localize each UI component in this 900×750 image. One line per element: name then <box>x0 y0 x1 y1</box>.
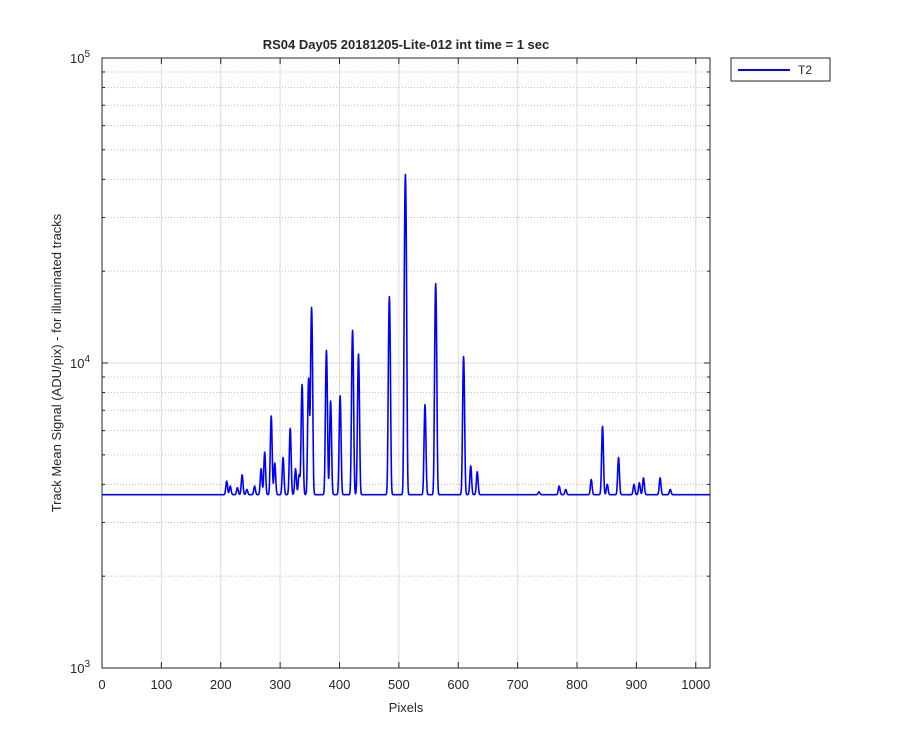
legend[interactable]: T2 <box>730 57 831 82</box>
x-tick-label: 700 <box>507 677 529 692</box>
x-tick-label: 1000 <box>681 677 710 692</box>
x-tick-label: 0 <box>98 677 105 692</box>
x-tick-label: 300 <box>269 677 291 692</box>
legend-label: T2 <box>798 63 812 77</box>
series-layer <box>101 173 711 496</box>
x-tick-label: 100 <box>151 677 173 692</box>
x-axis-ticks: 0 100 200 300 400 500 600 700 800 900 1000 <box>98 58 710 692</box>
x-tick-label: 400 <box>329 677 351 692</box>
x-tick-label: 500 <box>388 677 410 692</box>
x-tick-label: 800 <box>566 677 588 692</box>
x-tick-label: 900 <box>626 677 648 692</box>
series-line-t2 <box>101 173 711 496</box>
x-tick-label: 600 <box>447 677 469 692</box>
y-axis-ticks: 103 104 105 <box>70 49 710 676</box>
x-axis-label: Pixels <box>389 700 424 715</box>
y-tick-label: 105 <box>70 49 90 66</box>
x-tick-label: 200 <box>210 677 232 692</box>
y-tick-label: 104 <box>70 354 90 371</box>
y-axis-label: Track Mean Signal (ADU/pix) - for illumi… <box>49 213 64 512</box>
y-tick-label: 103 <box>70 659 90 676</box>
chart-title: RS04 Day05 20181205-Lite-012 int time = … <box>263 37 550 52</box>
